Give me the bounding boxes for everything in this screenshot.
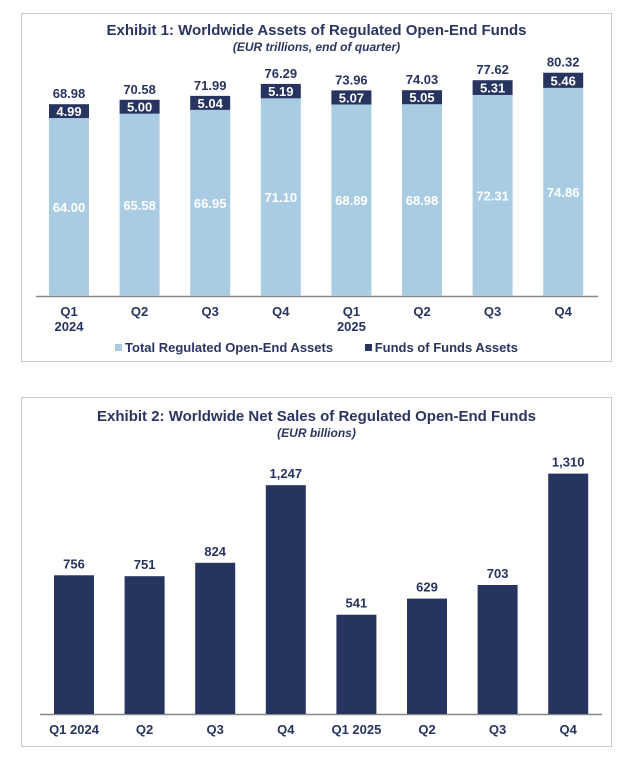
data-label-sum: 71.99: [194, 78, 227, 93]
data-label-sum: 68.98: [53, 86, 86, 101]
bar-total-assets: [260, 98, 301, 296]
data-label: 1,247: [270, 466, 303, 481]
data-label-sum: 74.03: [406, 72, 439, 87]
data-label-total: 66.95: [194, 196, 227, 211]
exhibit-2-panel: Exhibit 2: Worldwide Net Sales of Regula…: [21, 397, 612, 747]
data-label-fof: 5.04: [198, 96, 224, 111]
bar-total-assets: [49, 118, 89, 296]
data-label-total: 72.31: [476, 188, 509, 203]
bar-total-assets: [331, 104, 372, 296]
bar-funds-of-funds: [190, 95, 231, 110]
x-tick-label: Q4: [277, 722, 295, 737]
bar-total-assets: [119, 113, 160, 297]
data-label-fof: 5.07: [339, 90, 364, 105]
data-label-total: 68.89: [335, 193, 368, 208]
exhibit-1-panel: Exhibit 1: Worldwide Assets of Regulated…: [21, 13, 612, 362]
x-tick-year: 2025: [337, 319, 366, 334]
bar-funds-of-funds: [49, 104, 89, 119]
x-tick-label: Q4: [560, 722, 578, 737]
data-label-fof: 5.00: [127, 100, 152, 115]
bar-total-assets: [190, 109, 231, 296]
x-tick-label: Q1: [343, 304, 360, 319]
data-label: 824: [204, 544, 226, 559]
x-tick-label: Q4: [555, 304, 573, 319]
data-label-sum: 70.58: [123, 82, 156, 97]
legend-label: Funds of Funds Assets: [374, 340, 518, 355]
bar-total-assets: [472, 94, 513, 296]
bar-net-sales: [336, 614, 377, 714]
data-label-fof: 5.46: [551, 73, 576, 88]
bar-total-assets: [402, 104, 442, 297]
legend-item-total: Total Regulated Open-End Assets: [115, 340, 333, 355]
bar-funds-of-funds: [260, 83, 301, 99]
bar-net-sales: [265, 485, 306, 714]
data-label-total: 74.86: [547, 185, 580, 200]
data-label-total: 71.10: [265, 190, 298, 205]
chart-title: Exhibit 2: Worldwide Net Sales of Regula…: [97, 408, 536, 425]
x-tick-label: Q3: [207, 722, 224, 737]
legend: Total Regulated Open-End Assets Funds of…: [22, 340, 611, 355]
data-label: 703: [487, 566, 509, 581]
bar-net-sales: [407, 598, 447, 714]
x-tick-label: Q3: [489, 722, 506, 737]
chart-subtitle: (EUR trillions, end of quarter): [232, 40, 401, 54]
x-tick-label: Q1 2025: [331, 722, 381, 737]
chart-subtitle: (EUR billions): [277, 426, 356, 440]
bar-funds-of-funds: [402, 90, 442, 105]
legend-swatch: [364, 344, 372, 351]
x-tick-label: Q2: [418, 722, 435, 737]
legend-swatch: [115, 344, 123, 351]
legend-item-fof: Funds of Funds Assets: [364, 340, 518, 355]
x-tick-label: Q1 2024: [49, 722, 100, 737]
legend-label: Total Regulated Open-End Assets: [125, 340, 334, 355]
bar-funds-of-funds: [543, 72, 584, 88]
bar-funds-of-funds: [331, 90, 372, 105]
x-tick-label: Q2: [131, 304, 148, 319]
data-label: 751: [134, 557, 156, 572]
data-label-sum: 73.96: [335, 72, 368, 87]
bar-net-sales: [124, 576, 165, 714]
x-tick-label: Q2: [136, 722, 153, 737]
bar-net-sales: [195, 562, 236, 714]
bar-funds-of-funds: [472, 80, 513, 95]
data-label: 1,310: [552, 455, 585, 470]
bar-net-sales: [548, 473, 589, 714]
data-label: 629: [416, 580, 438, 595]
data-label-sum: 76.29: [265, 66, 298, 81]
data-label-total: 65.58: [123, 198, 156, 213]
data-label: 756: [63, 556, 85, 571]
x-tick-label: Q4: [272, 304, 290, 319]
bar-total-assets: [543, 87, 584, 297]
x-tick-label: Q3: [202, 304, 219, 319]
bar-net-sales: [54, 575, 94, 714]
x-tick-label: Q3: [484, 304, 501, 319]
chart-title: Exhibit 1: Worldwide Assets of Regulated…: [106, 22, 527, 39]
data-label-fof: 5.31: [480, 81, 505, 96]
x-tick-label: Q2: [413, 304, 430, 319]
exhibit-2-chart: 756 Q1 2024 751 Q2 824 Q3 1,247 Q4 541 Q1 2025 629…: [40, 455, 602, 737]
data-label-sum: 80.32: [547, 55, 580, 70]
data-label-total: 64.00: [53, 200, 86, 215]
data-label: 541: [346, 596, 368, 611]
data-label-fof: 5.05: [409, 90, 434, 105]
bar-net-sales: [477, 584, 518, 714]
exhibit-1-chart: 64.004.9968.98Q1202465.585.0070.58Q266.9…: [36, 55, 598, 334]
data-label-fof: 4.99: [56, 104, 81, 119]
bar-funds-of-funds: [119, 99, 160, 114]
data-label-fof: 5.19: [268, 84, 293, 99]
x-tick-year: 2024: [55, 319, 85, 334]
x-tick-label: Q1: [60, 304, 77, 319]
data-label-sum: 77.62: [476, 62, 509, 77]
data-label-total: 68.98: [406, 193, 439, 208]
